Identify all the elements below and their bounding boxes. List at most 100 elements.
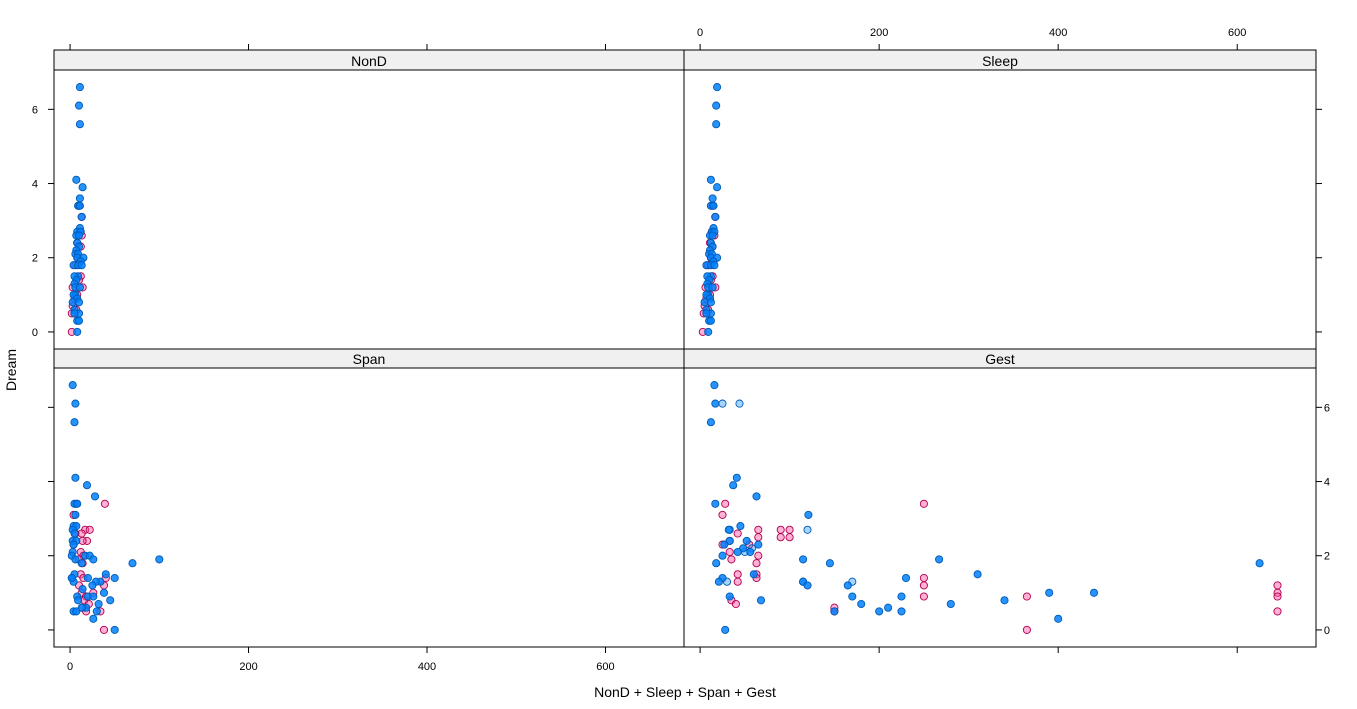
data-point-blue (75, 201, 84, 210)
data-point-pink (754, 525, 763, 534)
y-tick-label: 4 (32, 179, 38, 191)
data-point-blue (75, 194, 84, 203)
data-point-pink (721, 499, 730, 508)
data-point-blue (901, 573, 911, 583)
data-point-blue (78, 183, 87, 192)
data-point-blue (70, 418, 79, 427)
data-point-blue (155, 555, 164, 564)
data-point-blue (77, 559, 86, 568)
data-point-blue (71, 510, 80, 519)
data-point-blue (721, 625, 730, 634)
x-tick-label: 200 (239, 661, 257, 673)
data-point-pink (754, 533, 763, 542)
data-point-blue (128, 559, 137, 568)
y-tick-label: 6 (1324, 402, 1330, 414)
data-point-blue (708, 194, 717, 203)
data-point-blue (83, 573, 92, 583)
axes-layer: 0 200 400 600 0 200 400 600 0 2 4 6 0 2 4 6 (32, 27, 1330, 673)
data-point-blue (713, 83, 722, 92)
data-point-blue (94, 599, 103, 609)
data-point-pink (785, 525, 794, 534)
data-point-blue (739, 544, 748, 553)
data-point-blue (710, 261, 719, 270)
data-point-pink (754, 551, 763, 560)
data-point-pink (919, 592, 928, 601)
y-tick-label: 0 (32, 327, 38, 339)
data-point-blue (825, 559, 834, 568)
strip-label-nond: NonD (351, 53, 387, 69)
data-point-blue (68, 381, 77, 390)
data-point-blue (77, 212, 86, 221)
data-point-blue (803, 581, 812, 590)
y-tick-label: 6 (32, 104, 38, 116)
data-point-blue (706, 316, 715, 325)
data-point-blue (752, 492, 761, 501)
data-point-pink (733, 529, 742, 538)
data-point-blue (711, 212, 720, 221)
panels-layer: NonD Sleep Span Gest (53, 49, 1317, 648)
y-tick-label: 2 (32, 253, 38, 265)
x-tick-label: 600 (596, 661, 614, 673)
data-point-blue (702, 309, 711, 318)
data-point-blue (724, 525, 733, 534)
data-point-blue (804, 510, 813, 519)
data-point-blue (71, 473, 80, 482)
data-point-blue (78, 585, 87, 594)
x-tick-label: 600 (1228, 27, 1246, 39)
data-point-blue (88, 581, 97, 590)
data-point-blue (1054, 614, 1063, 623)
panel-frame-span (53, 367, 685, 648)
data-point-blue (799, 555, 808, 564)
data-point-blue (92, 607, 101, 616)
data-point-blue (74, 316, 84, 325)
data-point-blue (712, 101, 721, 110)
data-point-blue (708, 231, 717, 240)
data-point-blue (742, 536, 751, 545)
x-tick-label: 400 (1049, 27, 1067, 39)
data-point-pink (82, 536, 92, 545)
data-point-blue (711, 399, 720, 408)
data-point-blue (110, 573, 119, 583)
data-point-blue (73, 499, 82, 508)
data-point-pink (718, 510, 727, 519)
data-point-pink (727, 555, 736, 564)
data-point-pink (725, 547, 734, 557)
data-point-blue (77, 603, 86, 612)
data-point-blue (897, 592, 906, 601)
data-point-pink (1022, 592, 1031, 601)
data-point-blue (71, 399, 80, 408)
data-point-pink (776, 533, 785, 542)
data-point-blue (706, 418, 715, 427)
data-point-blue (72, 175, 81, 184)
data-point-blue (830, 607, 839, 616)
data-point-pink (733, 577, 742, 586)
data-point-blue-light (718, 399, 727, 408)
y-tick-label: 4 (1324, 477, 1330, 489)
data-point-blue (704, 327, 713, 336)
panel-frame-sleep (683, 69, 1317, 350)
data-point-pink (100, 499, 109, 508)
panel-nond: NonD (53, 49, 685, 350)
strip-label-span: Span (353, 351, 386, 367)
data-point-blue (1000, 596, 1009, 605)
data-point-blue (73, 327, 82, 336)
data-point-blue (749, 570, 758, 579)
data-point-pink (919, 499, 928, 508)
data-point-blue (857, 599, 866, 609)
data-point-blue (82, 481, 92, 490)
strip-label-sleep: Sleep (982, 53, 1018, 69)
data-point-blue (99, 588, 109, 597)
data-point-blue (74, 231, 84, 240)
data-point-pink (99, 625, 109, 634)
data-point-blue (946, 599, 955, 609)
data-point-pink (85, 525, 94, 534)
data-point-blue (733, 547, 742, 557)
data-point-blue (712, 120, 721, 129)
data-point-blue (729, 481, 738, 490)
x-tick-label: 0 (697, 27, 703, 39)
data-point-blue (746, 547, 755, 557)
data-point-blue (725, 536, 734, 545)
data-point-blue (75, 283, 84, 292)
data-point-blue (1045, 588, 1054, 597)
data-point-pink (1273, 581, 1282, 590)
